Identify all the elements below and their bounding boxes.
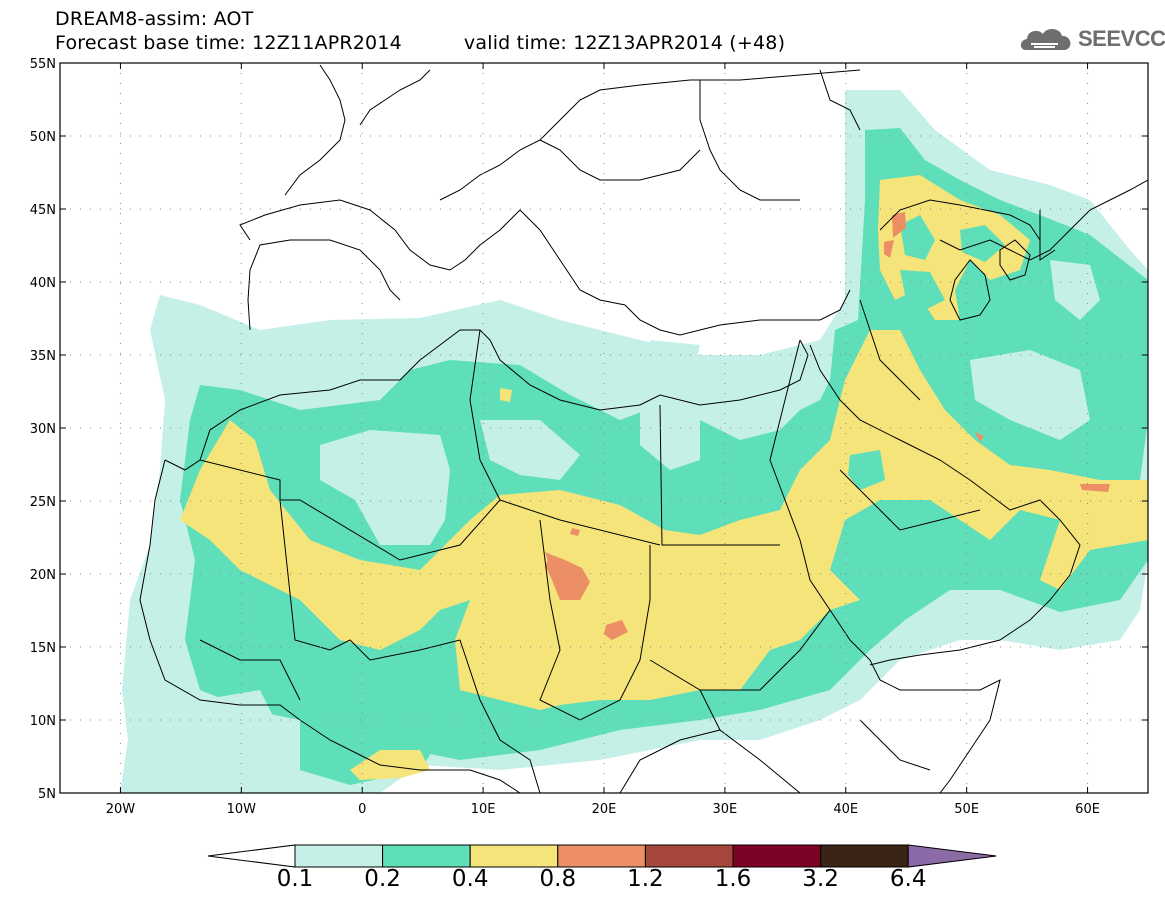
aot-0.8-1.2-field <box>545 212 1110 640</box>
colorbar-label: 6.4 <box>889 866 927 892</box>
latitude-labels: 55N 50N 45N 40N 35N 30N 25N 20N 15N 10N 5N <box>30 57 1148 802</box>
logo-text: SEEVCCC <box>1078 26 1165 51</box>
colorbar <box>207 844 997 868</box>
colorbar-label: 1.6 <box>714 866 752 892</box>
colorbar-swatch <box>557 844 646 868</box>
forecast-times: Forecast base time: 12Z11APR2014 valid ti… <box>55 33 785 54</box>
colorbar-over-arrow <box>907 844 997 868</box>
longitude-labels: 20W 10W 0 10E 20E 30E 40E 50E 60E <box>106 63 1100 817</box>
longitude-label: 60E <box>1075 802 1100 817</box>
cloud-logo-icon <box>1020 28 1071 50</box>
colorbar-label: 0.2 <box>364 866 401 892</box>
longitude-label: 20E <box>592 802 617 817</box>
colorbar-swatch <box>820 844 909 868</box>
aot-low-patches <box>200 260 1100 770</box>
longitude-label: 20W <box>106 802 136 817</box>
latitude-label: 5N <box>38 787 56 802</box>
colorbar-label: 1.2 <box>627 866 664 892</box>
seevccc-logo: SEEVCCC <box>1018 22 1165 58</box>
longitude-label: 30E <box>713 802 738 817</box>
colorbar-under-arrow <box>207 844 296 868</box>
latitude-label: 15N <box>30 641 56 656</box>
longitude-label: 0 <box>358 802 366 817</box>
colorbar-swatch <box>294 844 384 868</box>
latitude-label: 25N <box>30 495 56 510</box>
longitude-label: 50E <box>954 802 979 817</box>
latitude-label: 20N <box>30 568 56 583</box>
map-title: DREAM8-assim: AOT <box>55 8 254 30</box>
latitude-label: 40N <box>30 276 56 291</box>
latitude-label: 30N <box>30 422 56 437</box>
coastlines-and-borders <box>139 64 1148 793</box>
valid-time: valid time: 12Z13APR2014 (+48) <box>463 32 786 54</box>
colorbar-swatch <box>382 844 471 868</box>
colorbar-label: 3.2 <box>802 866 839 892</box>
aot-mid-patches <box>848 215 1005 490</box>
longitude-label: 40E <box>833 802 858 817</box>
colorbar-label: 0.1 <box>276 866 314 892</box>
colorbar-swatch <box>644 844 734 868</box>
longitude-label: 10W <box>227 802 257 817</box>
latitude-label: 10N <box>30 714 56 729</box>
latitude-label: 45N <box>30 203 56 218</box>
colorbar-swatch <box>732 844 822 868</box>
aot-field <box>60 63 1148 793</box>
colorbar-swatch <box>469 844 559 868</box>
base-time: Forecast base time: 12Z11APR2014 <box>55 32 402 54</box>
latitude-label: 55N <box>30 57 56 72</box>
colorbar-label: 0.4 <box>451 866 489 892</box>
latitude-label: 50N <box>30 130 56 145</box>
latitude-label: 35N <box>30 349 56 364</box>
colorbar-label: 0.8 <box>539 866 577 892</box>
longitude-label: 10E <box>471 802 496 817</box>
